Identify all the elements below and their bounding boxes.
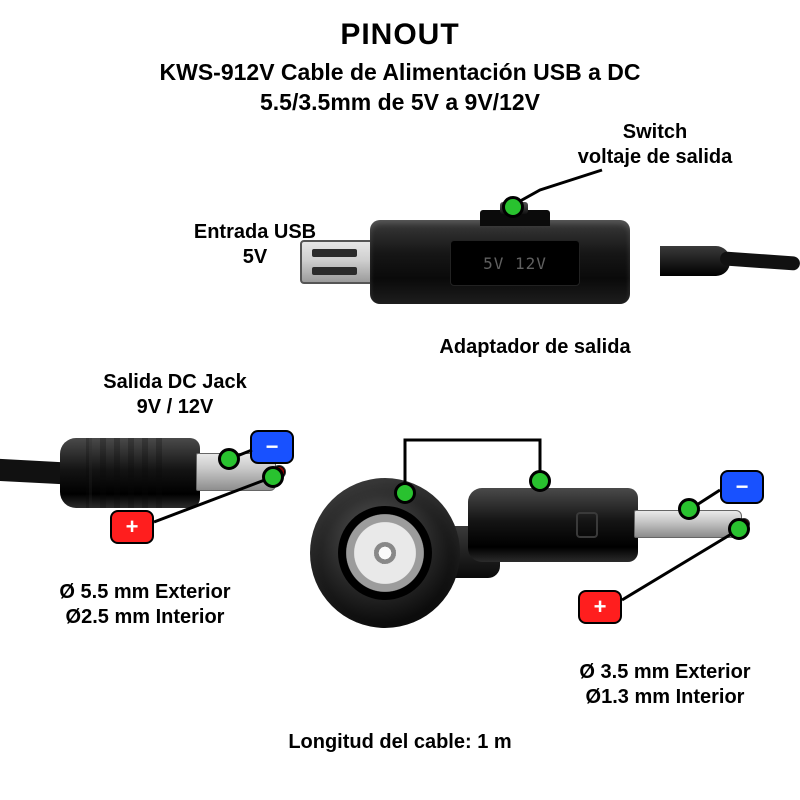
usb-a-plug [300,240,378,284]
label-usb-line1: Entrada USB [194,221,316,243]
dc-female-socket [310,478,460,628]
label-dc-line1: Salida DC Jack [103,371,246,393]
label-switch: Switch voltaje de salida [540,120,770,170]
callout-pos55-dot [262,466,284,488]
polarity-neg-55: − [250,430,294,464]
label-switch-line2: voltaje de salida [578,146,733,168]
label-dim55-line1: Ø 5.5 mm Exterior [59,581,230,603]
subtitle-line2: 5.5/3.5mm de 5V a 9V/12V [260,89,540,115]
device-cable [720,251,800,271]
label-dim35-line1: Ø 3.5 mm Exterior [579,661,750,683]
label-adapter-output: Adaptador de salida [405,335,665,360]
label-dim-35: Ø 3.5 mm Exterior Ø1.3 mm Interior [545,660,785,710]
subtitle-line1: KWS-912V Cable de Alimentación USB a DC [160,59,641,85]
dc-jack-grip [60,438,200,508]
callout-switch-dot [502,196,524,218]
polarity-pos-35: + [578,590,622,624]
callout-pos35-dot [728,518,750,540]
polarity-pos-55: + [110,510,154,544]
polarity-neg-35: − [720,470,764,504]
callout-socket-dot [394,482,416,504]
page-subtitle: KWS-912V Cable de Alimentación USB a DC … [0,58,800,118]
callout-neg55-dot [218,448,240,470]
adapter-grip [468,488,638,562]
device-display: 5V 12V [450,240,580,286]
usb-boost-device: 5V 12V [300,210,670,315]
socket-center-pin [374,542,396,564]
label-usb-line2: 5V [243,246,267,268]
label-dim55-line2: Ø2.5 mm Interior [66,606,225,628]
label-cable-length: Longitud del cable: 1 m [250,730,550,755]
label-dim35-line2: Ø1.3 mm Interior [586,686,745,708]
label-dim-55: Ø 5.5 mm Exterior Ø2.5 mm Interior [30,580,260,630]
callout-adapter-dot [529,470,551,492]
callout-neg35-dot [678,498,700,520]
label-switch-line1: Switch [623,121,687,143]
page-title: PINOUT [0,0,800,52]
